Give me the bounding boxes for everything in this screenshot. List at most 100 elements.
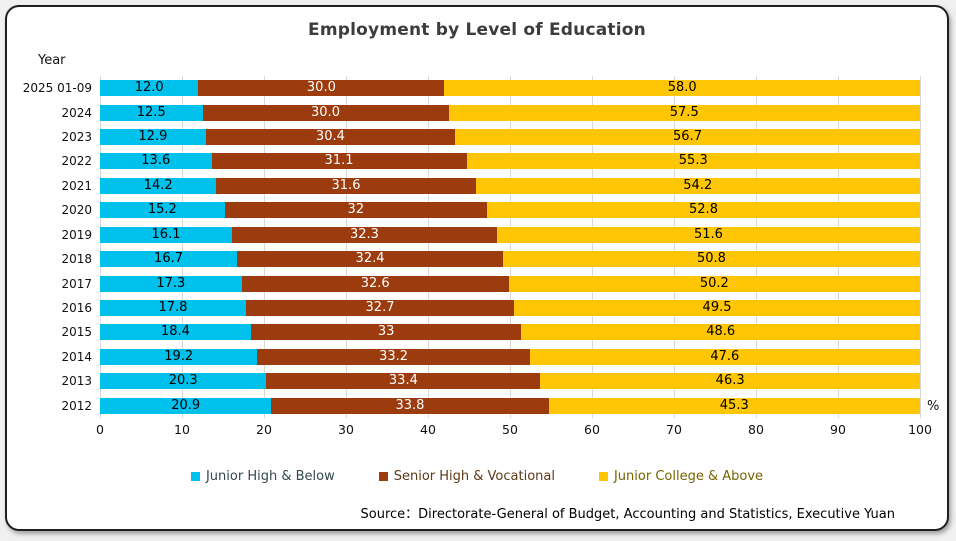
bar-segment: 12.0 xyxy=(100,80,199,97)
x-tick-label: 20 xyxy=(256,422,272,437)
x-tick-label: 70 xyxy=(666,422,682,437)
bar-segment: 52.8 xyxy=(487,202,920,219)
gridline xyxy=(592,76,593,418)
plot-area: 12.0 30.0 58.0 12.5 30.0 57.5 12.9 30.4 56.7 13.6… xyxy=(100,76,921,418)
x-axis-ticks: 0 10 20 30 40 50 60 70 80 90 100 xyxy=(96,422,932,438)
bar-row: 13.6 31.1 55.3 xyxy=(100,149,920,173)
bar-segment: 46.3 xyxy=(540,373,920,390)
year-label: 2023 xyxy=(61,130,92,145)
bar-segment: 14.2 xyxy=(100,177,217,194)
gridline xyxy=(674,76,675,418)
bar-segment: 12.5 xyxy=(100,104,203,121)
bar-row: 19.2 33.2 47.6 xyxy=(100,345,920,369)
bar-segment: 33.4 xyxy=(266,373,541,390)
stacked-bar: 12.9 30.4 56.7 xyxy=(100,129,920,146)
stacked-bar: 20.9 33.8 45.3 xyxy=(100,397,920,414)
gridline xyxy=(346,76,347,418)
x-tick-label: 90 xyxy=(830,422,846,437)
bar-segment: 31.6 xyxy=(216,177,476,194)
bar-segment: 12.9 xyxy=(100,129,206,146)
gridline xyxy=(510,76,511,418)
x-tick-label: 60 xyxy=(584,422,600,437)
legend-marker-icon xyxy=(378,472,388,481)
x-tick-label: 40 xyxy=(420,422,436,437)
bar-segment: 50.2 xyxy=(508,275,920,292)
chart-title: Employment by Level of Education xyxy=(308,20,646,40)
bar-segment: 56.7 xyxy=(455,129,920,146)
bar-segment: 32.6 xyxy=(241,275,509,292)
year-label: 2021 xyxy=(61,178,92,193)
bar-row: 16.1 32.3 51.6 xyxy=(100,223,920,247)
bar-segment: 51.6 xyxy=(496,226,920,243)
x-tick-label: 50 xyxy=(502,422,518,437)
x-tick-label: 0 xyxy=(96,422,104,437)
bar-row: 18.4 33 48.6 xyxy=(100,320,920,344)
stacked-bar: 12.0 30.0 58.0 xyxy=(100,80,920,97)
gridline xyxy=(756,76,757,418)
bar-segment: 16.1 xyxy=(100,226,233,243)
gridline xyxy=(100,76,101,418)
legend-label: Senior High & Vocational xyxy=(393,469,555,484)
bar-segment: 16.7 xyxy=(100,251,238,268)
bar-segment: 32.4 xyxy=(237,251,503,268)
year-label: 2013 xyxy=(61,374,92,389)
year-label: 2015 xyxy=(61,325,92,340)
year-label: 2018 xyxy=(61,252,92,267)
bar-segment: 19.2 xyxy=(100,348,258,365)
bar-segment: 33 xyxy=(250,324,522,341)
bar-segment: 20.3 xyxy=(100,373,267,390)
bar-segment: 30.0 xyxy=(198,80,445,97)
bar-segment: 30.0 xyxy=(202,104,449,121)
year-label: 2020 xyxy=(61,203,92,218)
stacked-bar: 17.8 32.7 49.5 xyxy=(100,300,920,316)
legend-item: Junior College & Above xyxy=(598,469,763,484)
bar-row: 20.3 33.4 46.3 xyxy=(100,369,920,393)
bar-row: 17.8 32.7 49.5 xyxy=(100,296,920,320)
bar-row: 15.2 32 52.8 xyxy=(100,198,920,222)
bar-segment: 33.8 xyxy=(271,397,549,414)
stacked-bar: 16.1 32.3 51.6 xyxy=(100,226,920,243)
bar-segment: 33.2 xyxy=(257,348,530,365)
stacked-bar: 14.2 31.6 54.2 xyxy=(100,177,920,194)
gridline xyxy=(264,76,265,418)
legend-marker-icon xyxy=(598,472,608,481)
stacked-bar: 19.2 33.2 47.6 xyxy=(100,348,920,365)
bar-segment: 47.6 xyxy=(529,348,920,365)
stacked-bar: 16.7 32.4 50.8 xyxy=(100,251,920,268)
year-label: 2012 xyxy=(61,398,92,413)
bar-segment: 13.6 xyxy=(100,153,212,170)
bar-segment: 17.8 xyxy=(100,300,246,316)
bar-segment: 32.3 xyxy=(232,226,497,243)
stacked-bar: 17.3 32.6 50.2 xyxy=(100,275,920,292)
year-label: 2016 xyxy=(61,301,92,315)
year-label: 2019 xyxy=(61,227,92,242)
legend-item: Senior High & Vocational xyxy=(378,469,555,484)
y-axis-labels: 2025 01-09 2024 2023 2022 2021 2020 2019 2018 20… xyxy=(17,76,92,418)
bar-row: 17.3 32.6 50.2 xyxy=(100,271,920,295)
bar-segment: 48.6 xyxy=(521,324,920,341)
bar-segment: 20.9 xyxy=(100,397,272,414)
bar-segment: 30.4 xyxy=(205,129,456,146)
source-line: Source：Directorate-General of Budget, Ac… xyxy=(360,507,895,522)
gridline xyxy=(428,76,429,418)
year-label: 2024 xyxy=(61,105,92,120)
stacked-bar: 20.3 33.4 46.3 xyxy=(100,373,920,390)
bar-segment: 57.5 xyxy=(448,104,920,121)
y-axis-title: Year xyxy=(38,53,66,68)
legend: Junior High & Below Senior High & Vocatio… xyxy=(7,469,947,484)
bar-row: 16.7 32.4 50.8 xyxy=(100,247,920,271)
gridline xyxy=(182,76,183,418)
gridline xyxy=(838,76,839,418)
bar-rows: 12.0 30.0 58.0 12.5 30.0 57.5 12.9 30.4 56.7 13.6… xyxy=(100,76,920,418)
bar-segment: 54.2 xyxy=(475,177,920,194)
bar-segment: 45.3 xyxy=(548,397,920,414)
legend-item: Junior High & Below xyxy=(190,469,335,484)
unit-label: % xyxy=(927,399,940,414)
bar-segment: 18.4 xyxy=(100,324,251,341)
bar-segment: 31.1 xyxy=(211,153,467,170)
bar-row: 12.0 30.0 58.0 xyxy=(100,76,920,100)
bar-segment: 32.7 xyxy=(245,300,515,316)
stacked-bar: 13.6 31.1 55.3 xyxy=(100,153,920,170)
bar-segment: 49.5 xyxy=(514,300,920,316)
bar-segment: 55.3 xyxy=(466,153,920,170)
